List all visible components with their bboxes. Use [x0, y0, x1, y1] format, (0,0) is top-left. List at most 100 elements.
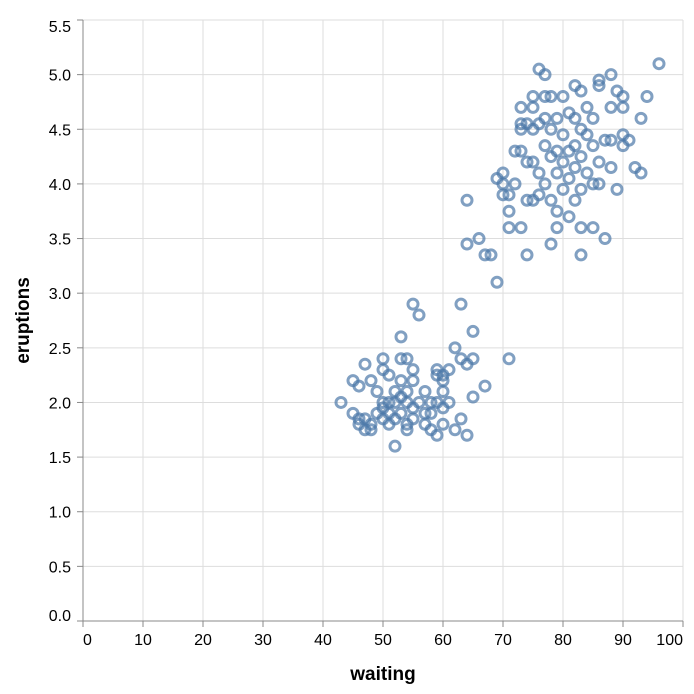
y-tick-label: 2.0: [49, 395, 71, 412]
data-point: [514, 117, 528, 131]
data-point: [544, 193, 558, 207]
y-tick-label: 1.5: [49, 450, 71, 467]
data-point: [412, 308, 426, 322]
data-point: [592, 73, 606, 87]
data-point: [442, 395, 456, 409]
data-point: [580, 128, 594, 142]
data-point: [604, 133, 618, 147]
x-tick-label: 100: [656, 632, 683, 649]
data-point: [472, 232, 486, 246]
y-axis-title: eruptions: [13, 277, 34, 364]
data-point: [364, 417, 378, 431]
data-point: [430, 428, 444, 442]
data-point: [520, 248, 534, 262]
data-point: [562, 210, 576, 224]
data-point: [502, 221, 516, 235]
data-point: [406, 363, 420, 377]
data-point: [418, 385, 432, 399]
data-point: [544, 237, 558, 251]
data-point: [364, 374, 378, 388]
data-point: [460, 428, 474, 442]
data-point: [532, 188, 546, 202]
data-point: [568, 193, 582, 207]
data-point: [484, 248, 498, 262]
data-point: [574, 221, 588, 235]
data-point: [448, 423, 462, 437]
data-point: [556, 128, 570, 142]
x-tick-label: 30: [254, 632, 272, 649]
data-point: [640, 89, 654, 103]
data-point: [358, 357, 372, 371]
data-point: [394, 352, 408, 366]
x-tick-label: 70: [494, 632, 512, 649]
x-tick-label: 20: [194, 632, 212, 649]
data-point: [436, 417, 450, 431]
y-tick-label: 1.0: [49, 505, 71, 522]
data-point: [544, 122, 558, 136]
data-point: [394, 374, 408, 388]
x-tick-label: 90: [614, 632, 632, 649]
data-point: [574, 182, 588, 196]
data-point: [454, 297, 468, 311]
y-tick-label: 2.5: [49, 341, 71, 358]
data-point: [562, 171, 576, 185]
data-point: [568, 161, 582, 175]
x-tick-label: 0: [83, 632, 92, 649]
data-point: [466, 390, 480, 404]
data-point: [550, 111, 564, 125]
data-point: [406, 374, 420, 388]
y-tick-label: 0.5: [49, 559, 71, 576]
data-point: [478, 379, 492, 393]
data-point: [502, 188, 516, 202]
data-point: [400, 423, 414, 437]
data-point: [382, 368, 396, 382]
data-point: [514, 221, 528, 235]
data-point: [478, 248, 492, 262]
data-point: [520, 155, 534, 169]
y-tick-label: 5.5: [49, 19, 71, 36]
data-point: [598, 133, 612, 147]
data-point: [544, 89, 558, 103]
data-point: [580, 166, 594, 180]
data-point: [652, 57, 666, 71]
data-point: [586, 221, 600, 235]
data-point: [616, 89, 630, 103]
data-point: [352, 412, 366, 426]
data-point: [538, 177, 552, 191]
data-point: [406, 412, 420, 426]
data-point: [538, 111, 552, 125]
x-tick-label: 60: [434, 632, 452, 649]
data-point: [586, 177, 600, 191]
data-point: [574, 150, 588, 164]
data-point: [460, 237, 474, 251]
y-tick-label: 4.5: [49, 122, 71, 139]
data-point: [526, 100, 540, 114]
data-point: [556, 182, 570, 196]
data-point: [556, 155, 570, 169]
data-point: [502, 352, 516, 366]
data-point: [412, 395, 426, 409]
data-point: [574, 248, 588, 262]
data-point: [550, 166, 564, 180]
data-point: [526, 89, 540, 103]
y-tick-label: 3.5: [49, 232, 71, 249]
data-point: [460, 193, 474, 207]
data-point: [580, 100, 594, 114]
y-tick-label: 5.0: [49, 68, 71, 85]
points-layer: [334, 57, 666, 453]
data-point: [514, 144, 528, 158]
data-point: [532, 166, 546, 180]
data-point: [604, 100, 618, 114]
data-point: [634, 111, 648, 125]
data-point: [394, 406, 408, 420]
data-point: [502, 204, 516, 218]
data-point: [592, 155, 606, 169]
data-point: [394, 330, 408, 344]
data-point: [424, 406, 438, 420]
data-point: [442, 363, 456, 377]
data-point: [448, 341, 462, 355]
axes-layer: 0 10 20 30 40 50 60 70 80 90 100 0.0 0.5 1.0 1.5 2.0 2.5…: [49, 19, 684, 649]
data-point: [334, 395, 348, 409]
x-axis-title: waiting: [349, 664, 415, 685]
